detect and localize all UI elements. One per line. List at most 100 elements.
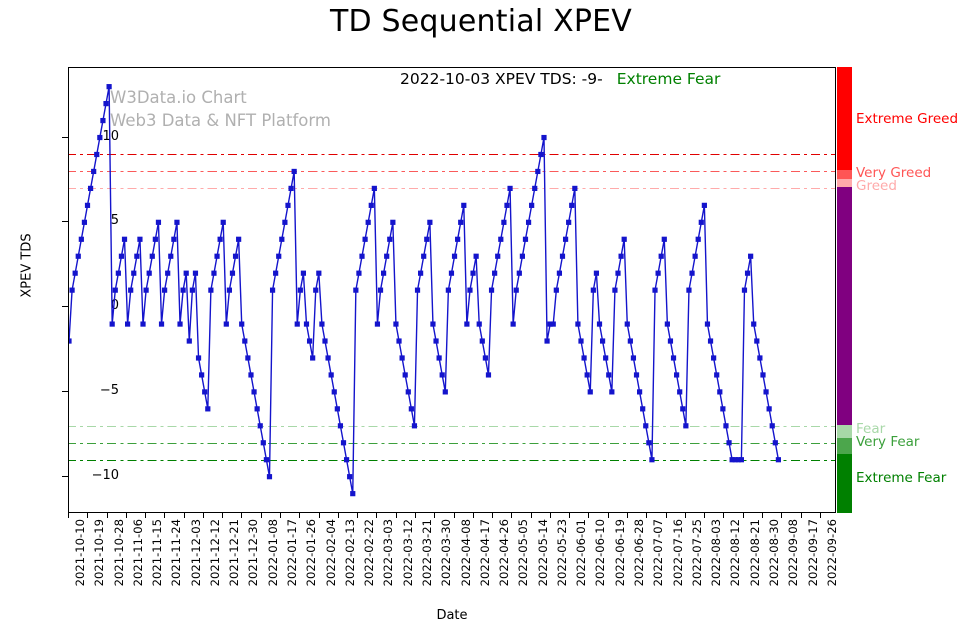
- series-marker: [337, 423, 344, 429]
- series-marker: [195, 355, 202, 361]
- x-tick-label: 2022-07-25: [689, 519, 704, 587]
- series-marker: [118, 253, 125, 259]
- x-tick-label: 2022-08-12: [728, 519, 743, 587]
- series-marker: [643, 423, 649, 429]
- series-marker: [371, 185, 377, 191]
- x-tick-label: 2022-01-17: [285, 519, 300, 587]
- series-marker: [177, 321, 183, 327]
- subtitle-info: 2022-10-03 XPEV TDS: -9-: [400, 70, 603, 88]
- series-marker: [751, 321, 757, 327]
- series-marker: [217, 236, 223, 242]
- series-marker: [603, 355, 609, 361]
- series-marker: [254, 406, 260, 412]
- y-tick-mark: [62, 221, 68, 223]
- series-marker: [192, 270, 199, 276]
- x-tick-label: 2022-05-23: [554, 519, 569, 587]
- extreme-fear-line: [69, 459, 835, 461]
- series-marker: [199, 372, 205, 378]
- series-marker: [525, 219, 532, 225]
- series-marker: [208, 287, 214, 293]
- series-marker: [618, 253, 624, 259]
- series-marker: [300, 270, 307, 276]
- y-tick-mark: [62, 306, 68, 308]
- series-marker: [726, 440, 732, 446]
- x-tick-label: 2021-12-12: [207, 519, 222, 587]
- series-marker: [692, 253, 698, 259]
- x-tick-label: 2022-02-13: [342, 519, 357, 587]
- series-marker: [418, 270, 424, 276]
- x-tick-label: 2022-03-12: [400, 519, 415, 587]
- colorbar-segment: [837, 178, 852, 188]
- series-marker: [760, 372, 766, 378]
- very-fear-line: [69, 442, 835, 444]
- series-marker: [396, 338, 402, 344]
- series-marker: [81, 219, 88, 225]
- series-marker: [476, 321, 482, 327]
- series-marker: [541, 134, 547, 141]
- x-tick-label: 2022-03-21: [419, 519, 434, 587]
- x-tick-mark: [222, 513, 224, 518]
- x-tick-mark: [318, 513, 320, 518]
- series-marker: [529, 202, 535, 208]
- series-marker: [630, 355, 637, 361]
- x-tick-label: 2022-09-17: [805, 519, 820, 587]
- series-marker: [350, 491, 356, 497]
- x-tick-label: 2022-06-28: [632, 519, 647, 587]
- series-marker: [186, 338, 192, 344]
- series-marker: [146, 270, 152, 276]
- series-marker: [766, 406, 772, 412]
- x-tick-mark: [781, 513, 783, 518]
- series-marker: [738, 457, 744, 463]
- x-tick-label: 2022-01-26: [304, 519, 319, 587]
- x-tick-mark: [183, 513, 185, 518]
- x-tick-label: 2022-03-03: [381, 519, 396, 587]
- x-tick-label: 2022-01-08: [265, 519, 280, 587]
- x-tick-mark: [145, 513, 147, 518]
- x-tick-label: 2022-04-26: [497, 519, 512, 587]
- x-tick-mark: [414, 513, 416, 518]
- series-marker: [236, 236, 242, 242]
- series-marker: [596, 321, 603, 327]
- series-marker: [451, 253, 458, 259]
- series-marker: [356, 270, 362, 276]
- series-marker: [131, 270, 137, 276]
- colorbar-label: Greed: [856, 178, 897, 195]
- x-tick-label: 2021-10-19: [92, 519, 107, 587]
- series-marker: [689, 270, 695, 276]
- x-tick-mark: [549, 513, 551, 518]
- series-marker: [667, 338, 674, 344]
- series-marker: [581, 355, 587, 361]
- series-marker: [717, 389, 723, 395]
- series-marker: [775, 457, 781, 463]
- series-marker: [353, 287, 359, 293]
- series-marker: [87, 185, 94, 191]
- x-tick-mark: [337, 513, 339, 518]
- very-greed-line: [69, 171, 835, 173]
- x-tick-label: 2022-05-14: [535, 519, 550, 587]
- series-marker: [294, 321, 300, 327]
- x-tick-mark: [376, 513, 378, 518]
- series-marker: [75, 253, 81, 259]
- x-tick-mark: [607, 513, 609, 518]
- series-marker: [661, 236, 667, 242]
- series-marker: [559, 253, 566, 259]
- series-marker: [421, 253, 427, 259]
- x-tick-mark: [125, 513, 127, 518]
- x-tick-mark: [434, 513, 436, 518]
- series-marker: [590, 287, 596, 293]
- series-marker: [155, 219, 162, 225]
- series-marker: [390, 219, 396, 225]
- y-tick-mark: [62, 136, 68, 138]
- series-marker: [245, 355, 251, 361]
- series-marker: [501, 219, 507, 225]
- series-marker: [488, 287, 495, 293]
- x-tick-mark: [164, 513, 166, 518]
- series-marker: [276, 253, 282, 259]
- series-marker: [479, 338, 485, 344]
- series-marker: [470, 270, 476, 276]
- series-marker: [266, 474, 273, 480]
- series-marker: [162, 287, 168, 293]
- series-marker: [729, 457, 735, 463]
- series-marker: [112, 287, 118, 293]
